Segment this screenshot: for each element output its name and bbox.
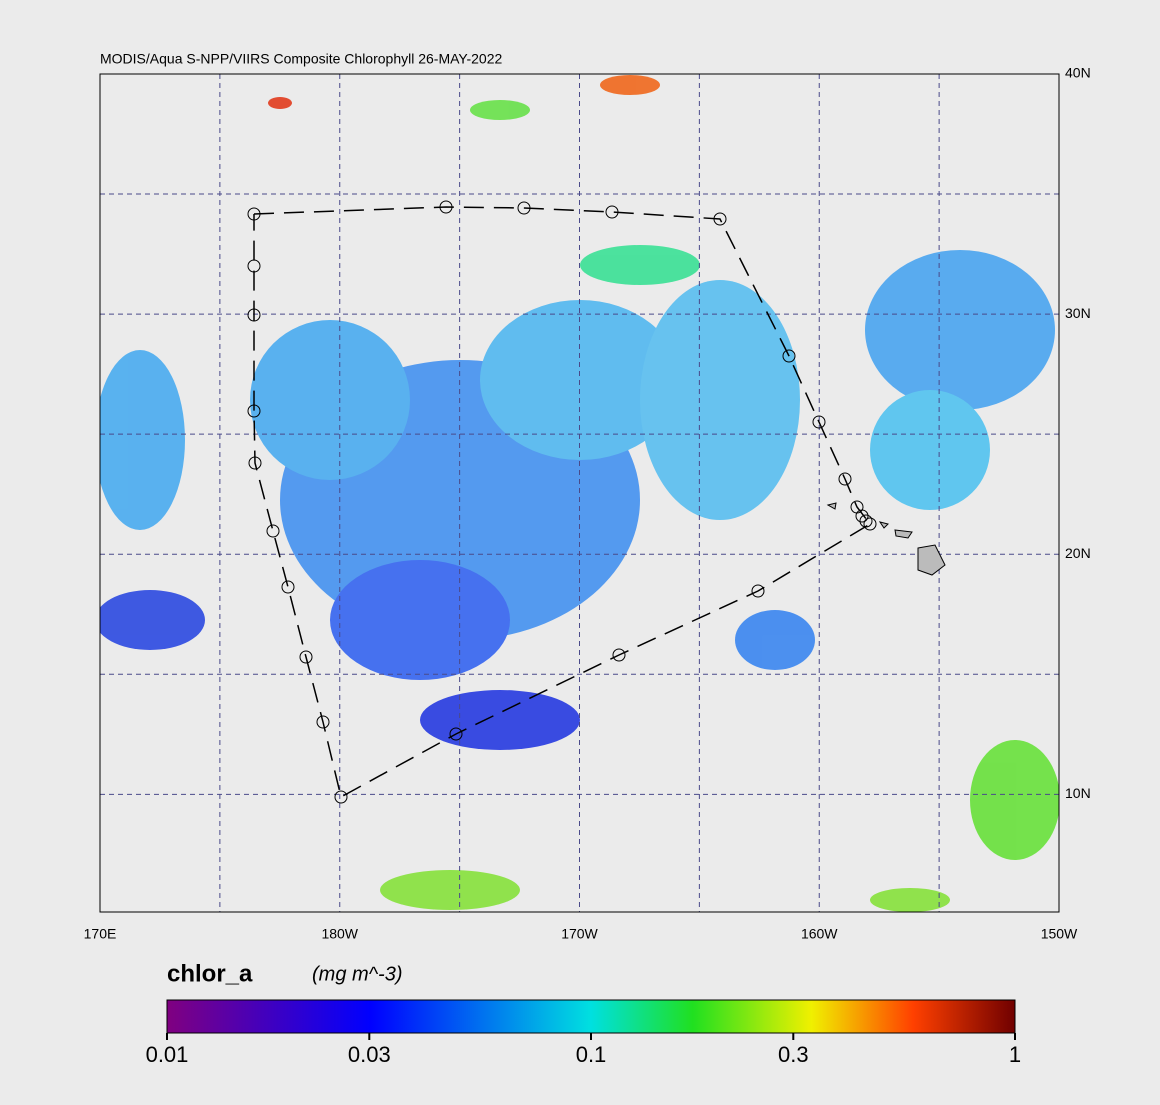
x-tick-label: 160W <box>801 926 838 942</box>
y-tick-label: 10N <box>1065 785 1091 801</box>
map-frame <box>99 73 1060 913</box>
colorbar-tick-label: 0.3 <box>778 1042 809 1067</box>
colorbar-units: (mg m^-3) <box>312 963 403 985</box>
colorbar-tick-label: 1 <box>1009 1042 1021 1067</box>
x-tick-label: 170W <box>561 926 598 942</box>
x-tick-label: 170E <box>84 926 117 942</box>
colorbar-tick-label: 0.1 <box>576 1042 607 1067</box>
cruise-track <box>247 200 877 804</box>
y-tick-label: 40N <box>1065 65 1091 81</box>
x-tick-label: 150W <box>1041 926 1078 942</box>
colorbar-tick-label: 0.01 <box>146 1042 189 1067</box>
hawaii <box>826 502 946 576</box>
y-tick-label: 30N <box>1065 305 1091 321</box>
colorbar-label: chlor_a <box>167 960 253 987</box>
y-tick-label: 20N <box>1065 545 1091 561</box>
x-tick-label: 180W <box>321 926 358 942</box>
colorbar-tick-label: 0.03 <box>348 1042 391 1067</box>
map-title: MODIS/Aqua S-NPP/VIIRS Composite Chlorop… <box>100 51 502 67</box>
colorbar <box>166 999 1016 1034</box>
